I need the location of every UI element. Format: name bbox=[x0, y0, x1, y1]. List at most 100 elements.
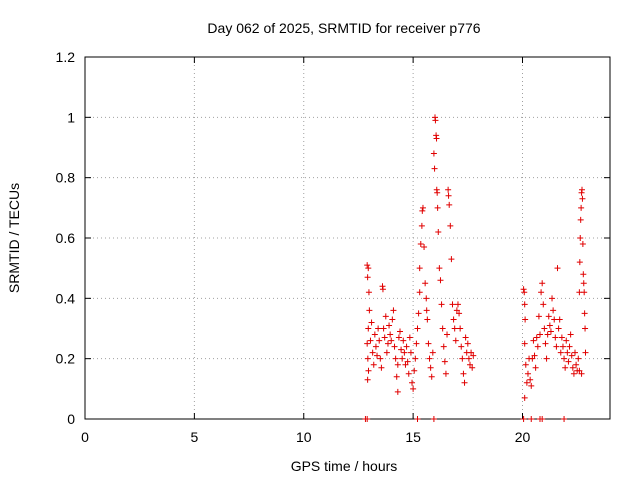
data-point bbox=[382, 313, 389, 320]
data-point bbox=[444, 331, 451, 338]
data-point bbox=[467, 361, 473, 368]
data-point bbox=[416, 265, 423, 272]
data-point bbox=[431, 165, 438, 172]
data-point bbox=[521, 289, 528, 296]
data-point bbox=[559, 343, 566, 350]
y-tick-label: 0.2 bbox=[56, 351, 76, 367]
data-point bbox=[403, 343, 410, 350]
data-point bbox=[546, 322, 553, 329]
data-point bbox=[576, 367, 583, 374]
data-point bbox=[576, 259, 583, 266]
data-point bbox=[527, 376, 534, 383]
data-point bbox=[554, 265, 561, 272]
data-point bbox=[521, 340, 528, 347]
data-point bbox=[553, 343, 560, 350]
data-point bbox=[445, 192, 452, 199]
data-point bbox=[434, 189, 441, 196]
x-tick-label: 15 bbox=[405, 429, 421, 445]
data-point bbox=[367, 337, 374, 344]
data-point bbox=[454, 301, 461, 308]
data-point bbox=[541, 325, 548, 332]
data-point bbox=[450, 316, 457, 323]
data-point bbox=[468, 349, 475, 356]
data-point bbox=[387, 331, 394, 338]
data-point bbox=[523, 379, 530, 386]
data-point bbox=[520, 286, 527, 293]
data-point bbox=[365, 367, 372, 374]
data-point bbox=[424, 316, 431, 323]
data-point bbox=[572, 349, 578, 356]
data-point bbox=[465, 355, 472, 362]
data-point bbox=[566, 343, 573, 350]
data-point bbox=[365, 325, 372, 332]
data-point bbox=[565, 358, 572, 365]
data-point bbox=[375, 325, 382, 332]
data-point bbox=[389, 316, 396, 323]
data-point bbox=[552, 334, 559, 341]
data-point bbox=[392, 355, 399, 362]
data-point bbox=[365, 289, 372, 296]
data-point bbox=[567, 331, 574, 338]
data-point bbox=[447, 222, 454, 229]
data-point bbox=[425, 340, 432, 347]
data-point bbox=[563, 337, 570, 344]
data-point bbox=[422, 280, 429, 287]
data-point bbox=[383, 349, 390, 356]
data-point bbox=[427, 364, 434, 371]
data-point bbox=[370, 361, 377, 368]
data-point bbox=[531, 352, 538, 359]
data-point bbox=[372, 343, 379, 350]
data-point bbox=[449, 301, 456, 308]
data-point bbox=[399, 355, 406, 362]
data-point bbox=[415, 310, 422, 317]
data-point bbox=[423, 307, 430, 314]
data-point bbox=[438, 301, 445, 308]
data-point bbox=[539, 416, 546, 422]
data-point bbox=[530, 337, 537, 344]
data-point bbox=[538, 289, 545, 296]
x-tick-label: 10 bbox=[296, 429, 312, 445]
data-point bbox=[578, 204, 585, 211]
data-point bbox=[564, 349, 571, 356]
data-point bbox=[364, 376, 371, 383]
data-point bbox=[521, 301, 528, 308]
data-point bbox=[434, 204, 441, 211]
y-tick-label: 0 bbox=[67, 411, 75, 427]
data-point bbox=[413, 340, 420, 347]
data-point bbox=[524, 370, 531, 377]
data-point bbox=[390, 307, 397, 314]
data-point bbox=[579, 186, 585, 193]
data-point bbox=[582, 325, 589, 332]
data-point bbox=[366, 307, 373, 314]
data-point bbox=[577, 235, 584, 241]
data-point bbox=[418, 222, 425, 229]
data-point bbox=[378, 364, 385, 371]
data-point bbox=[556, 316, 563, 323]
data-point bbox=[430, 416, 437, 422]
data-point bbox=[432, 117, 439, 124]
data-point bbox=[374, 352, 381, 359]
data-point bbox=[451, 325, 458, 332]
data-point bbox=[562, 364, 569, 371]
data-point bbox=[404, 358, 411, 365]
data-point bbox=[452, 337, 459, 344]
data-point bbox=[543, 355, 550, 362]
data-point bbox=[549, 295, 556, 302]
axis-ticks: 0 0.2 0.4 0.6 0.8 1 1.2 0 5 10 15 20 bbox=[56, 49, 610, 445]
data-point bbox=[394, 361, 401, 368]
data-point bbox=[436, 265, 443, 272]
data-point bbox=[437, 277, 444, 284]
data-point bbox=[421, 244, 428, 251]
data-point bbox=[435, 228, 442, 235]
data-point bbox=[400, 337, 407, 344]
data-point bbox=[364, 340, 371, 347]
data-point bbox=[364, 262, 371, 269]
data-point bbox=[558, 334, 565, 341]
data-point bbox=[542, 340, 549, 347]
data-point bbox=[529, 355, 536, 362]
data-point bbox=[578, 370, 585, 377]
data-point bbox=[446, 201, 453, 208]
data-point bbox=[384, 340, 391, 347]
data-point bbox=[448, 256, 455, 263]
